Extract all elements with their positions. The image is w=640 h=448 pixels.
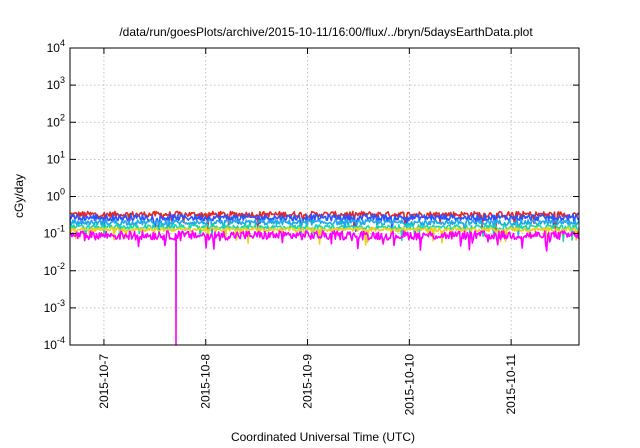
y-axis-label: cGy/day: [12, 174, 26, 218]
y-tick-label: 102: [47, 112, 65, 129]
x-tick-label: 2015-10-7: [97, 354, 111, 409]
series-line: [69, 226, 580, 246]
x-tick-labels: 2015-10-7 2015-10-8 2015-10-9 2015-10-10 201…: [97, 354, 518, 416]
series-line: [69, 219, 580, 239]
tick-marks: [70, 47, 579, 346]
x-tick-label: 2015-10-10: [402, 354, 416, 416]
y-tick-label: 10-2: [44, 261, 65, 278]
series-group: [69, 210, 580, 346]
y-tick-label: 10-4: [44, 335, 65, 352]
y-tick-label: 10-1: [44, 224, 65, 241]
x-axis-label: Coordinated Universal Time (UTC): [231, 430, 415, 444]
x-tick-label: 2015-10-8: [199, 354, 213, 409]
y-tick-label: 104: [47, 38, 65, 55]
series-line: [69, 230, 580, 346]
y-tick-label: 10-3: [44, 298, 65, 315]
x-tick-label: 2015-10-11: [504, 354, 518, 415]
x-tick-label: 2015-10-9: [301, 354, 315, 409]
chart-title: /data/run/goesPlots/archive/2015-10-11/1…: [119, 25, 533, 39]
y-tick-labels: 10-4 10-3 10-2 10-1 100 101 102 103 104: [44, 38, 65, 352]
grid-lines: [70, 48, 579, 345]
y-tick-label: 100: [47, 187, 65, 204]
y-tick-label: 103: [47, 75, 65, 92]
y-tick-label: 101: [47, 149, 65, 166]
